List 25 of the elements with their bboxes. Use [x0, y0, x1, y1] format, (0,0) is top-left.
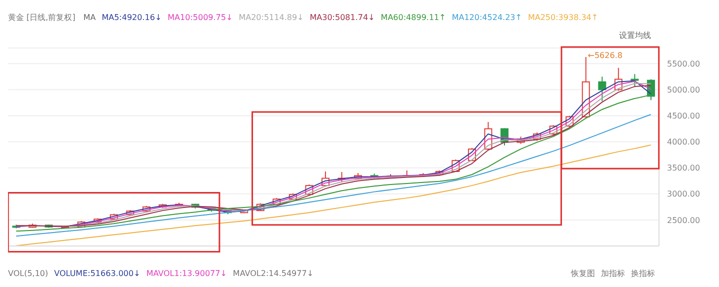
y-tick-label: 3000.00: [667, 190, 700, 199]
annotation: ←5626.8: [588, 51, 622, 60]
y-tick-label: 3500.00: [667, 164, 700, 173]
y-tick-label: 5500.00: [667, 59, 700, 68]
text: 加指标: [601, 268, 625, 278]
text: MA5:4920.16↓: [102, 12, 162, 22]
text: VOLUME:51663.000↓: [54, 268, 140, 278]
y-tick-label: 4500.00: [667, 112, 700, 121]
text: MA60:4899.11↑: [380, 12, 446, 22]
text: MA: [83, 12, 96, 22]
text: MA10:5009.75↓: [168, 12, 233, 22]
chart-title: 黄金 [日线,前复权]: [8, 12, 76, 22]
y-tick-label: 2500.00: [667, 216, 700, 225]
text: MAVOL2:14.54977↓: [232, 268, 314, 278]
text: 换指标: [631, 268, 655, 278]
text: MA250:3938.34↑: [528, 12, 598, 22]
y-tick-label: 5000.00: [667, 86, 700, 95]
text: 恢复图: [571, 268, 595, 278]
text: MA30:5081.74↓: [310, 12, 375, 22]
y-tick-label: 4000.00: [667, 138, 700, 147]
text: MA120:4524.23↑: [452, 12, 522, 22]
text: MAVOL1:13.90077↓: [146, 268, 227, 278]
text: MA20:5114.89↓: [238, 12, 304, 22]
text: 设置均线: [619, 30, 651, 41]
text: VOL(5,10): [8, 268, 48, 278]
